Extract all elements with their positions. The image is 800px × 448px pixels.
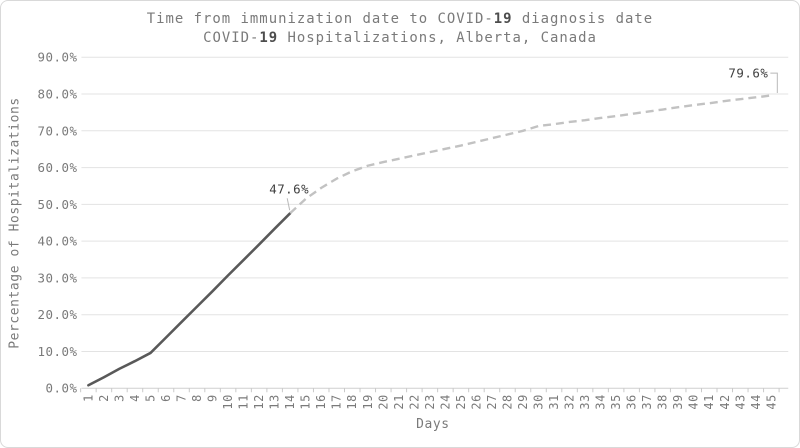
- y-tick-label: 70.0%: [38, 123, 78, 138]
- data-annotations: 47.6% 79.6%: [269, 66, 778, 211]
- y-tick-label: 30.0%: [38, 270, 78, 285]
- y-tick-label: 40.0%: [38, 234, 78, 249]
- x-tick-label: 26: [469, 394, 483, 409]
- x-tick-label: 35: [609, 394, 623, 409]
- annotation-leader-line: [286, 198, 291, 211]
- data-series: [87, 94, 772, 387]
- x-tick-label: 3: [112, 394, 126, 402]
- x-axis: 1 2 3 4 5 6 7 8 9 10 11 12 13 14 15 16 17 18 19 20 21 22 23 24 2…: [80, 387, 789, 410]
- y-axis: 0.0% 10.0% 20.0% 30.0% 40.0% 50.0% 60.0% 70.0% 8…: [38, 50, 78, 396]
- x-tick-label: 33: [578, 394, 592, 409]
- x-tick-label: 8: [190, 394, 204, 402]
- x-tick-label: 15: [299, 394, 313, 409]
- x-tick-label: 41: [702, 394, 716, 409]
- x-tick-label: 39: [671, 394, 685, 409]
- y-tick-label: 60.0%: [38, 160, 78, 175]
- x-tick-label: 28: [500, 394, 514, 409]
- x-tick-label: 43: [733, 394, 747, 409]
- x-tick-label: 23: [423, 394, 437, 409]
- x-tick-label: 10: [221, 394, 235, 409]
- gridlines: [81, 56, 789, 352]
- x-tick-label: 21: [392, 394, 406, 409]
- y-tick-label: 10.0%: [38, 344, 78, 359]
- x-tick-label: 25: [454, 394, 468, 409]
- x-tick-label: 27: [485, 394, 499, 409]
- x-tick-label: 24: [438, 394, 452, 409]
- x-tick-label: 36: [625, 394, 639, 409]
- x-tick-label: 44: [749, 394, 763, 409]
- x-tick-label: 31: [547, 394, 561, 409]
- series-line-dashed: [289, 94, 772, 215]
- x-tick-label: 11: [237, 394, 251, 409]
- chart-title: Time from immunization date to COVID-19 …: [147, 11, 653, 27]
- data-label: 79.6%: [728, 66, 768, 81]
- x-tick-label: 13: [268, 394, 282, 409]
- x-tick-label: 1: [81, 394, 95, 402]
- x-tick-label: 16: [314, 394, 328, 409]
- y-tick-label: 0.0%: [45, 381, 77, 396]
- x-tick-label: 42: [718, 394, 732, 409]
- x-tick-label: 22: [407, 394, 421, 409]
- x-tick-label: 30: [531, 394, 545, 409]
- x-tick-label: 19: [361, 394, 375, 409]
- x-tick-label: 20: [376, 394, 390, 409]
- x-tick-label: 29: [516, 394, 530, 409]
- y-tick-label: 50.0%: [38, 197, 78, 212]
- x-tick-label: 2: [97, 394, 111, 402]
- x-tick-label: 14: [283, 394, 297, 409]
- x-tick-label: 9: [206, 394, 220, 402]
- x-axis-title: Days: [416, 417, 450, 432]
- x-tick-label: 17: [330, 394, 344, 409]
- x-tick-label: 38: [656, 394, 670, 409]
- y-tick-label: 80.0%: [38, 87, 78, 102]
- x-tick-label: 7: [175, 394, 189, 402]
- x-tick-label: 37: [640, 394, 654, 409]
- x-tick-label: 6: [159, 394, 173, 402]
- x-tick-label: 4: [128, 394, 142, 402]
- x-tick-label: 5: [143, 394, 157, 402]
- y-tick-label: 90.0%: [38, 50, 78, 65]
- chart-subtitle: COVID-19 Hospitalizations, Alberta, Cana…: [203, 30, 597, 46]
- x-tick-label: 12: [252, 394, 266, 409]
- x-tick-label: 45: [764, 394, 778, 409]
- x-tick-label: 40: [687, 394, 701, 409]
- y-axis-title: Percentage of Hospitalizations: [8, 97, 23, 349]
- x-tick-label: 18: [345, 394, 359, 409]
- x-tick-label: 34: [594, 394, 608, 409]
- annotation-leader-line: [770, 72, 778, 94]
- data-label: 47.6%: [269, 181, 309, 196]
- series-line-solid: [87, 211, 292, 387]
- y-tick-label: 20.0%: [38, 307, 78, 322]
- x-tick-label: 32: [563, 394, 577, 409]
